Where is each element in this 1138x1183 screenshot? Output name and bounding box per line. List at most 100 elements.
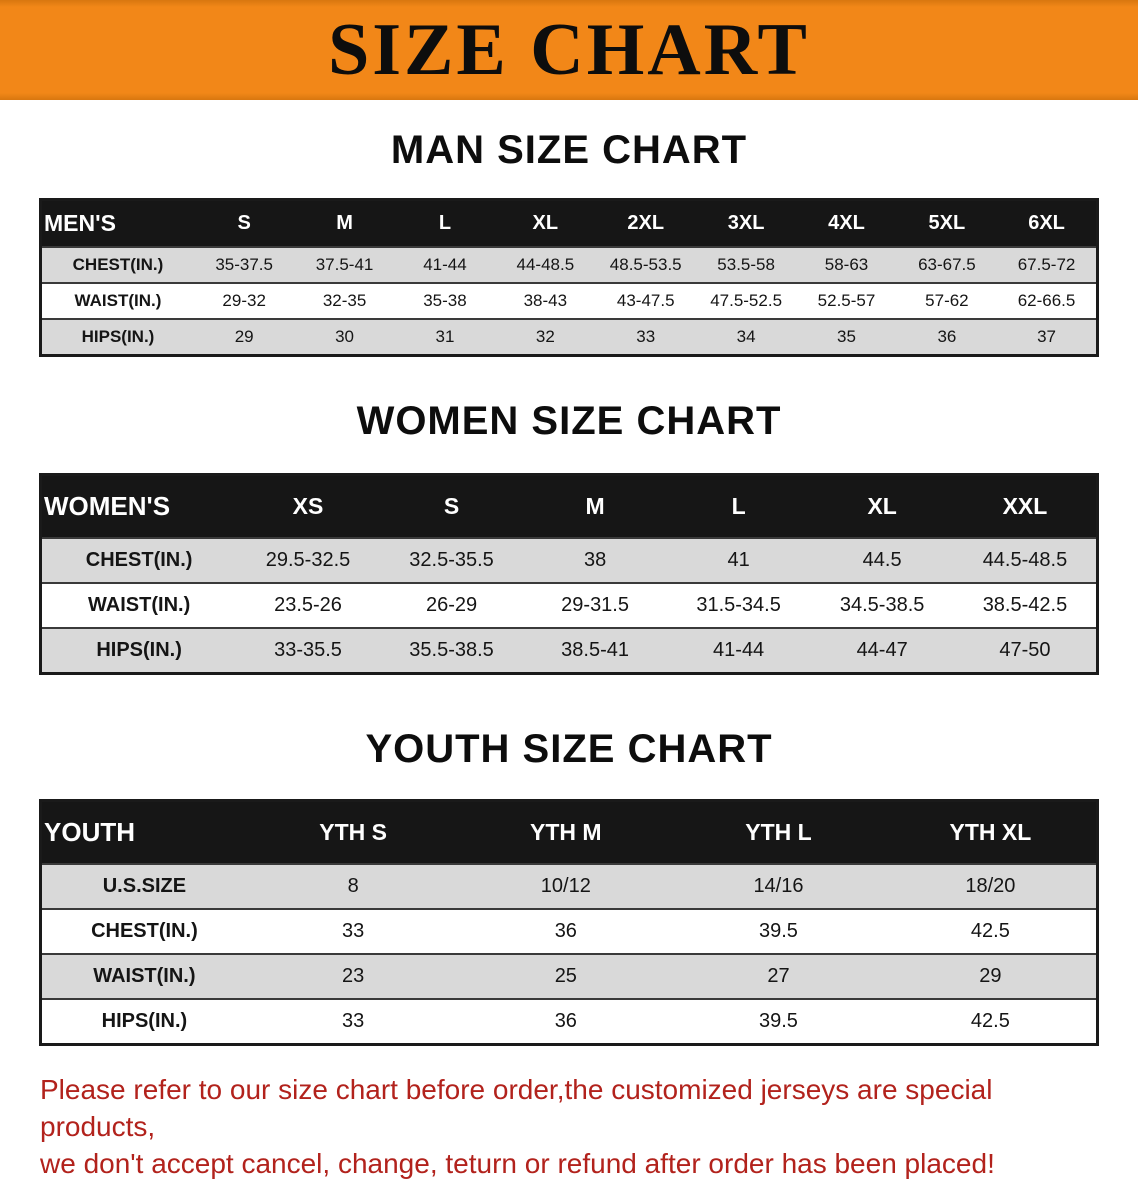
size-cell: 36 xyxy=(554,1010,577,1032)
size-column-header: XXL xyxy=(1002,493,1048,519)
size-cell: 26-29 xyxy=(425,594,478,616)
size-column-header: 2XL xyxy=(627,212,665,234)
size-cell: 41 xyxy=(727,549,750,571)
size-cell: 39.5 xyxy=(759,920,798,942)
size-cell: 10/12 xyxy=(540,875,591,897)
size-cell: 58-63 xyxy=(824,255,869,274)
row-label: CHEST(IN.) xyxy=(91,920,198,942)
size-cell: 29-32 xyxy=(222,291,266,310)
size-cell: 37.5-41 xyxy=(315,255,374,274)
size-cell: 32 xyxy=(535,327,555,346)
size-cell: 36 xyxy=(554,920,577,942)
size-cell: 37 xyxy=(1037,327,1056,346)
size-cell: 44-47 xyxy=(856,639,908,661)
size-cell: 35 xyxy=(837,327,856,346)
row-label: WAIST(IN.) xyxy=(74,291,162,310)
size-cell: 23 xyxy=(342,965,365,987)
size-column-header: 5XL xyxy=(928,212,966,234)
size-cell: 33-35.5 xyxy=(274,639,342,661)
table-row: CHEST(IN.) 33 36 39.5 42.5 xyxy=(40,909,1098,954)
size-cell: 8 xyxy=(347,875,359,897)
youth-size-table: YOUTH YTH S YTH M YTH L YTH XL U.S.SIZE 8 10/12… xyxy=(39,799,1099,1046)
size-cell: 44.5-48.5 xyxy=(982,549,1068,571)
size-cell: 38-43 xyxy=(523,291,568,310)
table-row: U.S.SIZE 8 10/12 14/16 18/20 xyxy=(40,864,1098,909)
size-column-header: M xyxy=(336,212,353,234)
section-men: MAN SIZE CHART MEN'S S M L XL 2XL 3XL 4XL 5XL 6XL C… xyxy=(0,128,1138,357)
disclaimer: Please refer to our size chart before or… xyxy=(40,1072,1098,1183)
size-cell: 38 xyxy=(583,549,607,571)
size-cell: 62-66.5 xyxy=(1017,291,1076,310)
size-cell: 42.5 xyxy=(970,1010,1010,1032)
size-cell: 32.5-35.5 xyxy=(409,549,494,571)
size-cell: 30 xyxy=(335,327,355,346)
size-cell: 47-50 xyxy=(999,639,1051,661)
table-row: WAIST(IN.) 29-32 32-35 35-38 38-43 43-47.5 47.… xyxy=(40,283,1098,319)
size-column-header: M xyxy=(585,493,605,519)
size-cell: 39.5 xyxy=(759,1010,798,1032)
size-cell: 33 xyxy=(342,920,365,942)
row-label: WAIST(IN.) xyxy=(88,594,191,616)
size-cell: 38.5-42.5 xyxy=(982,594,1068,616)
size-cell: 41-44 xyxy=(423,255,467,274)
size-cell: 32-35 xyxy=(322,291,367,310)
size-cell: 33 xyxy=(636,327,656,346)
size-cell: 33 xyxy=(342,1010,365,1032)
size-cell: 25 xyxy=(554,965,577,987)
table-row: CHEST(IN.) 29.5-32.5 32.5-35.5 38 41 44.5 44.5… xyxy=(40,538,1098,583)
table-header-row: YOUTH YTH S YTH M YTH L YTH XL xyxy=(40,800,1098,864)
size-column-header: 3XL xyxy=(727,212,765,234)
row-label: WAIST(IN.) xyxy=(93,965,196,987)
size-cell: 29.5-32.5 xyxy=(265,549,351,571)
row-label: HIPS(IN.) xyxy=(96,639,182,661)
table-row: HIPS(IN.) 33 36 39.5 42.5 xyxy=(40,999,1098,1045)
size-cell: 44-48.5 xyxy=(516,255,575,274)
table-row: WAIST(IN.) 23 25 27 29 xyxy=(40,954,1098,999)
size-cell: 35-37.5 xyxy=(215,255,273,274)
size-column-header: XS xyxy=(292,493,324,519)
table-row: HIPS(IN.) 33-35.5 35.5-38.5 38.5-41 41-44 44-… xyxy=(40,628,1098,674)
size-column-header: YTH M xyxy=(530,819,602,845)
row-label: HIPS(IN.) xyxy=(81,327,155,346)
section-women: WOMEN SIZE CHART WOMEN'S XS S M L XL XXL CHEST(I… xyxy=(0,399,1138,675)
table-header-row: MEN'S S M L XL 2XL 3XL 4XL 5XL 6XL xyxy=(40,199,1098,247)
size-cell: 67.5-72 xyxy=(1017,255,1076,274)
row-label: U.S.SIZE xyxy=(102,875,187,897)
corner-label: WOMEN'S xyxy=(44,491,171,521)
size-column-header: YTH S xyxy=(319,819,388,845)
row-label: CHEST(IN.) xyxy=(85,549,193,571)
size-cell: 57-62 xyxy=(925,291,969,310)
size-cell: 29 xyxy=(979,965,1002,987)
size-cell: 18/20 xyxy=(965,875,1016,897)
size-cell: 27 xyxy=(767,965,790,987)
size-cell: 38.5-41 xyxy=(561,639,629,661)
size-cell: 29-31.5 xyxy=(561,594,629,616)
size-cell: 34.5-38.5 xyxy=(839,594,925,616)
size-column-header: 4XL xyxy=(828,212,865,234)
size-cell: 52.5-57 xyxy=(817,291,876,310)
size-column-header: YTH XL xyxy=(949,819,1032,845)
size-cell: 63-67.5 xyxy=(918,255,976,274)
section-title-women: WOMEN SIZE CHART xyxy=(356,399,782,443)
corner-label: MEN'S xyxy=(44,210,116,236)
table-row: HIPS(IN.) 29 30 31 32 33 34 35 36 37 xyxy=(40,319,1098,356)
size-column-header: L xyxy=(731,493,746,519)
size-cell: 43-47.5 xyxy=(616,291,675,310)
size-cell: 44.5 xyxy=(862,549,902,571)
size-cell: 53.5-58 xyxy=(717,255,775,274)
size-cell: 29 xyxy=(234,327,254,346)
disclaimer-line-1: Please refer to our size chart before or… xyxy=(40,1074,993,1142)
size-column-header: XL xyxy=(532,212,559,234)
size-column-header: S xyxy=(443,493,460,519)
row-label: HIPS(IN.) xyxy=(101,1010,188,1032)
size-cell: 48.5-53.5 xyxy=(609,255,682,274)
size-cell: 31.5-34.5 xyxy=(696,594,781,616)
size-cell: 35-38 xyxy=(423,291,467,310)
size-column-header: YTH L xyxy=(745,819,812,845)
section-title-men: MAN SIZE CHART xyxy=(390,128,748,172)
table-row: CHEST(IN.) 35-37.5 37.5-41 41-44 44-48.5 48.5… xyxy=(40,247,1098,283)
size-cell: 41-44 xyxy=(713,639,765,661)
table-header-row: WOMEN'S XS S M L XL XXL xyxy=(40,474,1098,538)
row-label: CHEST(IN.) xyxy=(72,255,164,274)
size-column-header: 6XL xyxy=(1028,212,1065,234)
